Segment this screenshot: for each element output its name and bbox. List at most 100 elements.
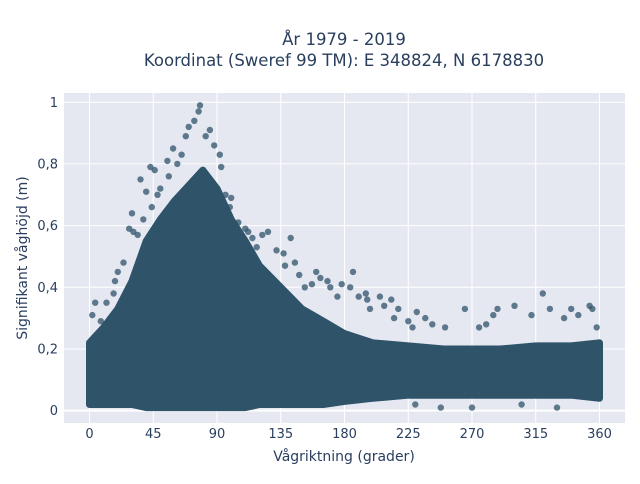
data-point: [202, 133, 209, 140]
data-point: [324, 277, 331, 285]
data-point: [593, 324, 600, 331]
data-point: [429, 321, 436, 328]
y-axis-label: Signifikant våghöjd (m): [14, 176, 31, 339]
data-point: [349, 268, 357, 276]
data-point: [347, 284, 354, 291]
data-point: [110, 290, 117, 297]
data-point: [528, 311, 535, 319]
y-tick-label: 0,6: [37, 219, 58, 234]
data-point: [178, 151, 185, 158]
data-point: [441, 324, 449, 331]
data-point: [412, 401, 419, 408]
data-point: [222, 191, 229, 198]
data-point: [281, 262, 289, 269]
data-point: [169, 145, 177, 152]
data-point: [518, 401, 525, 408]
data-point: [235, 219, 242, 226]
data-point: [128, 210, 136, 217]
data-point: [422, 314, 429, 322]
data-point: [490, 311, 497, 319]
data-point: [114, 268, 122, 276]
x-tick-label: 360: [587, 427, 612, 442]
data-point: [211, 142, 218, 149]
data-point: [185, 123, 192, 131]
x-axis-label: Vågriktning (grader): [273, 448, 415, 465]
data-point: [381, 302, 388, 309]
data-point: [511, 302, 518, 309]
data-point: [191, 117, 198, 125]
data-point: [253, 244, 260, 251]
data-point: [182, 133, 189, 140]
x-tick-label: 180: [332, 427, 357, 442]
data-point: [296, 271, 303, 279]
y-tick-labels: 0 0,2 0,4 0,6 0,8 1: [37, 96, 58, 419]
data-point: [334, 293, 341, 300]
data-point: [174, 160, 181, 168]
chart-title-line-2: Koordinat (Sweref 99 TM): E 348824, N 61…: [144, 51, 544, 70]
data-point: [539, 290, 546, 297]
data-point: [483, 321, 490, 328]
y-tick-label: 0,4: [37, 281, 58, 296]
y-tick-label: 0,8: [37, 157, 58, 172]
data-point: [546, 305, 554, 313]
data-point: [338, 281, 345, 288]
data-point: [206, 126, 214, 134]
data-point: [264, 228, 272, 235]
data-point: [216, 151, 223, 158]
x-tick-label: 0: [85, 427, 93, 442]
data-point: [362, 290, 369, 297]
data-point: [259, 231, 266, 239]
data-point: [273, 247, 280, 254]
data-point: [364, 296, 371, 303]
data-point: [151, 166, 158, 174]
data-point: [165, 173, 172, 180]
x-tick-label: 45: [145, 427, 162, 442]
x-tick-labels: 0 45 90 135 180 225 270 315 360: [85, 427, 612, 442]
data-point: [143, 188, 150, 195]
data-point: [475, 324, 483, 331]
data-point: [280, 250, 287, 257]
data-point: [245, 228, 252, 235]
data-point: [405, 318, 412, 325]
data-point: [468, 404, 476, 411]
data-point: [413, 308, 420, 316]
data-point: [195, 108, 202, 115]
data-point: [395, 305, 402, 313]
y-tick-label: 0,2: [37, 342, 58, 357]
data-point: [154, 191, 161, 198]
data-point: [120, 259, 127, 266]
data-point: [313, 268, 320, 276]
data-point: [575, 311, 582, 319]
data-point: [589, 305, 596, 313]
x-tick-label: 225: [396, 427, 421, 442]
chart-title-line-1: År 1979 - 2019: [282, 30, 406, 49]
data-point: [494, 305, 501, 313]
data-point: [437, 404, 444, 411]
data-point: [137, 176, 144, 183]
data-point: [461, 305, 469, 313]
data-point: [157, 185, 164, 192]
data-point: [196, 102, 204, 109]
data-point: [218, 163, 225, 171]
data-point: [97, 318, 105, 325]
data-point: [390, 314, 398, 322]
data-point: [103, 299, 110, 306]
data-points: [86, 102, 603, 412]
data-point: [291, 259, 299, 266]
data-point: [164, 157, 171, 165]
data-point: [317, 274, 324, 282]
data-point: [140, 216, 147, 223]
data-point: [226, 203, 233, 211]
data-point: [228, 194, 235, 202]
x-tick-label: 90: [209, 427, 226, 442]
data-point: [376, 293, 384, 300]
data-point: [111, 277, 119, 285]
data-point: [366, 305, 374, 313]
data-point: [568, 305, 575, 313]
data-point: [89, 311, 96, 319]
data-point: [388, 296, 395, 303]
data-point: [92, 299, 99, 306]
y-tick-label: 0: [50, 404, 58, 419]
